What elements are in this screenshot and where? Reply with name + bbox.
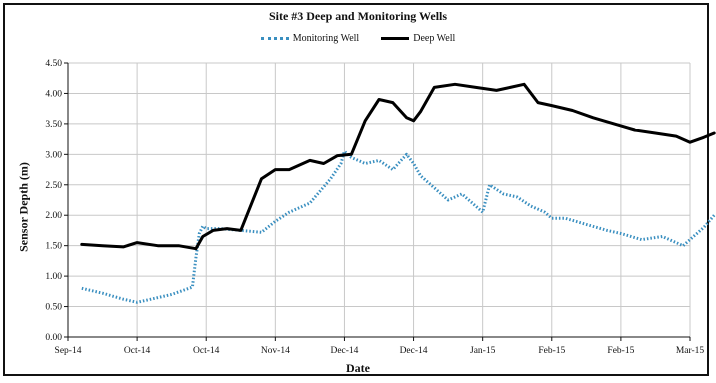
- y-tick-label: 3.50: [45, 120, 62, 130]
- x-tick-label: Feb-15: [607, 346, 634, 356]
- x-tick-label: Jan-15: [470, 346, 496, 356]
- chart-title: Site #3 Deep and Monitoring Wells: [268, 9, 448, 23]
- y-tick-label: 0.50: [45, 303, 62, 313]
- legend-item-deep: Deep Well: [381, 33, 455, 44]
- y-axis-title: Sensor Depth (m): [16, 162, 31, 252]
- legend-label-monitoring: Monitoring Well: [292, 33, 360, 44]
- legend-swatch-deep: [381, 37, 410, 40]
- x-tick-label: Oct-14: [124, 346, 151, 356]
- legend-item-monitoring: Monitoring Well: [260, 33, 360, 44]
- monitoring-well-series-line: [81, 149, 716, 304]
- chart-legend: Monitoring Well Deep Well: [0, 33, 716, 44]
- x-tick-label: Sep-14: [55, 346, 82, 356]
- y-tick-label: 4.00: [45, 89, 62, 99]
- deep-well-series-line: [80, 82, 716, 251]
- legend-label-deep: Deep Well: [413, 33, 456, 44]
- y-tick-label: 2.50: [45, 181, 62, 191]
- x-tick-label: Feb-15: [538, 346, 565, 356]
- y-tick-label: 4.50: [45, 59, 62, 69]
- y-tick-label: 1.50: [45, 242, 62, 252]
- x-axis-title: Date: [346, 361, 370, 375]
- y-tick-label: 0.00: [45, 333, 62, 343]
- x-tick-label: Oct-14: [193, 346, 220, 356]
- y-tick-label: 3.00: [45, 150, 62, 160]
- x-tick-label: Nov-14: [261, 346, 290, 356]
- x-tick-label: Mar-15: [676, 346, 705, 356]
- x-tick-label: Dec-14: [330, 346, 358, 356]
- x-tick-label: Dec-14: [400, 346, 428, 356]
- y-tick-label: 2.00: [45, 211, 62, 221]
- legend-swatch-monitoring: [260, 37, 289, 40]
- y-tick-label: 1.00: [45, 272, 62, 282]
- chart-frame: [3, 3, 709, 376]
